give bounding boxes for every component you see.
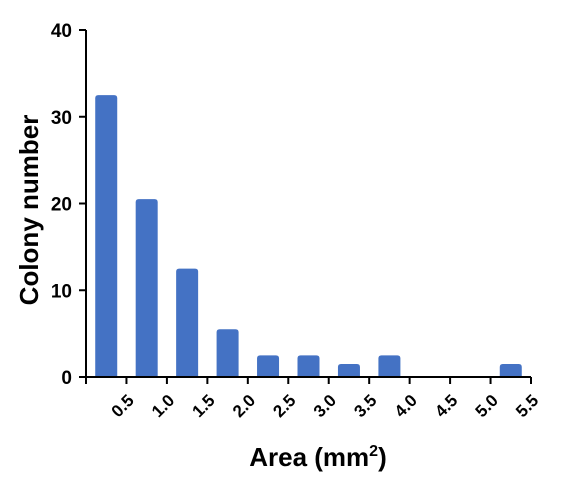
bar-2.5: [257, 355, 280, 377]
x-axis-title-main: Area (mm: [249, 442, 369, 472]
y-tick-label: 20: [51, 195, 72, 216]
x-tick-label: 3.5: [350, 391, 380, 421]
x-tick-label: 1.5: [189, 391, 219, 421]
y-tick-label: 40: [51, 21, 72, 42]
x-tick-label: 2.0: [229, 391, 259, 421]
x-tick-label: 5.0: [472, 391, 502, 421]
y-axis-ticks: 0 10 20 30 40: [51, 21, 86, 389]
bar-3.5: [337, 363, 360, 377]
x-tick-label: 0.5: [108, 391, 138, 421]
x-axis-ticks: 0.5 1.0 1.5 2.0 2.5 3.0 3.5 4.0 4.5 5.0 5.5: [85, 377, 542, 421]
bar-5.5: [499, 363, 522, 377]
y-tick-label: 30: [51, 108, 72, 129]
bar-2.0: [216, 329, 239, 377]
bar-1.0: [135, 199, 158, 377]
x-tick-label: 4.0: [391, 391, 421, 421]
x-axis-title: Area (mm2): [249, 442, 387, 472]
y-tick-label: 10: [51, 281, 72, 302]
x-axis-title-superscript: 2: [369, 443, 378, 460]
x-tick-label: 5.5: [512, 391, 542, 421]
x-tick-label: 4.5: [431, 391, 461, 421]
x-tick-label: 1.0: [148, 391, 178, 421]
bar-3.0: [297, 355, 320, 377]
bar-1.5: [176, 268, 199, 377]
x-tick-label: 2.5: [269, 391, 299, 421]
x-axis-title-close: ): [378, 442, 387, 472]
bar-4.0: [378, 355, 401, 377]
bar-0.5: [95, 95, 118, 377]
bars-group: [95, 95, 522, 377]
y-axis-title: Colony number: [14, 115, 44, 306]
y-tick-label: 0: [61, 368, 72, 389]
x-tick-label: 3.0: [310, 391, 340, 421]
